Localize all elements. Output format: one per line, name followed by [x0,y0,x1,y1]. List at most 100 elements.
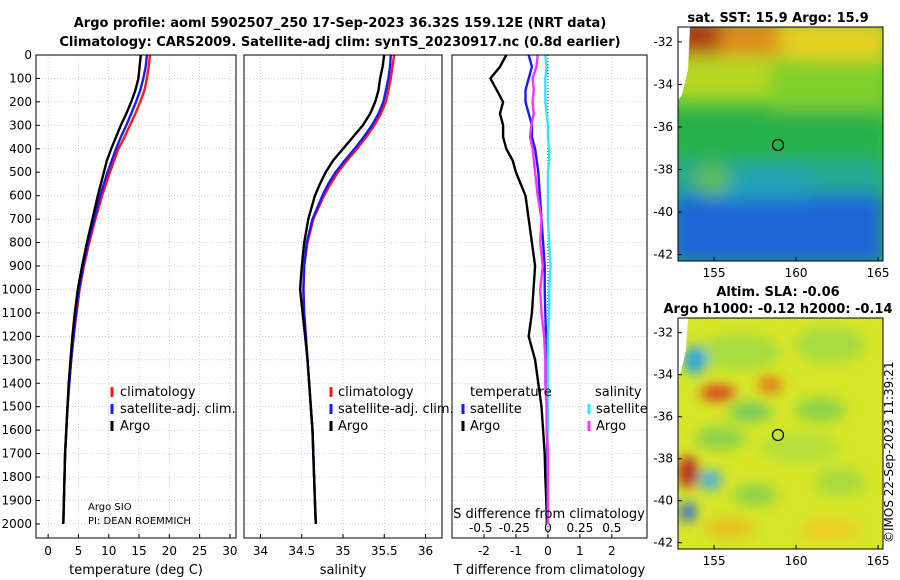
series-line-salinity-argo [528,54,550,524]
sla-lon-axis: 155 160 165 [703,545,890,568]
panel-frame [451,54,648,539]
x-tick-label: 5 [75,544,83,558]
legend-s-satellite-label: satellite [596,402,648,417]
depth-tick-label: 1100 [1,306,32,320]
annotation-pi: PI: DEAN ROEMMICH [88,516,191,527]
x-tick-label: 20 [162,544,177,558]
lat-tick-label: -32 [653,35,673,49]
depth-tick-label: 300 [9,118,32,132]
x-axis-label: salinity [320,563,367,578]
title-line1: Argo profile: aoml 5902507_250 17-Sep-20… [74,16,607,31]
imos-timestamp: ©IMOS 22-Sep-2023 11:39:21 [882,361,896,543]
panel-frame [35,54,237,539]
sst-argo-location-marker [771,138,785,152]
s-tick-label: 0 [544,521,552,535]
depth-tick-label: 1400 [1,376,32,390]
lat-tick-label: -40 [653,205,673,219]
panel-frame [243,54,443,539]
x-axis-label: temperature (deg C) [69,563,203,578]
depth-tick-label: 1300 [1,353,32,367]
lat-tick-label: -38 [653,163,673,177]
sst-lat-axis: -32 -34 -36 -38 -40 -42 [653,35,682,262]
legend-s-argo-label: Argo [596,419,626,434]
depth-tick-label: 1000 [1,282,32,296]
series-line-argo [62,54,142,524]
lat-tick-label: -36 [653,120,673,134]
depth-tick-label: 200 [9,95,32,109]
legend-satellite-label: satellite-adj. clim. [338,402,454,417]
series-line-temperature-argo [489,54,549,524]
lon-tick-label: 155 [703,554,726,568]
depth-tick-label: 1200 [1,329,32,343]
legend-t-argo-label: Argo [470,419,500,434]
sst-map-frame [677,26,884,262]
legend-argo-label: Argo [338,419,368,434]
lon-tick-label: 165 [867,554,890,568]
x-tick-label: 10 [101,544,116,558]
depth-tick-label: 800 [9,236,32,250]
s-tick-label: 0.25 [567,521,594,535]
legend-climatology-label: climatology [120,385,196,400]
x-tick-label: -1 [510,544,522,558]
legend-argo-label: Argo [120,419,150,434]
x-tick-label: 1 [576,544,584,558]
legend-temperature-header: temperature [470,385,552,400]
depth-tick-label: 1900 [1,493,32,507]
lat-tick-label: -38 [653,452,673,466]
depth-axis: 0 100 200 300 400 500 600 700 800 900 1000 1100 1200… [1,48,40,531]
x-axis-label: T difference from climatology [453,563,646,578]
depth-tick-label: 1700 [1,447,32,461]
depth-tick-label: 1500 [1,400,32,414]
difference-legend: temperature satellite Argo salinity sate… [453,385,648,522]
sst-map-title: sat. SST: 15.9 Argo: 15.9 [687,11,868,26]
x-tick-label: 34 [253,544,268,558]
x-tick-label: 35 [335,544,350,558]
lon-tick-label: 165 [867,266,890,280]
title-line2: Climatology: CARS2009. Satellite-adj cli… [59,35,620,50]
depth-tick-label: 600 [9,189,32,203]
sla-map-title1: Altim. SLA: -0.06 [716,285,839,300]
series-line-climatology [302,54,396,524]
sst-field [678,27,883,261]
lat-tick-label: -42 [653,248,673,262]
lon-tick-label: 155 [703,266,726,280]
depth-tick-label: 1600 [1,423,32,437]
sla-map-frame [677,317,884,550]
sst-lon-axis: 155 160 165 [703,257,890,280]
annotation-argo-sio: Argo SIO [88,502,132,513]
legend-satellite-label: satellite-adj. clim. [120,402,236,417]
x-tick-label: 36 [418,544,433,558]
sla-argo-location-marker [771,428,785,442]
sst-map: sat. SST: 15.9 Argo: 15.9 -32 -34 -36 -38 -4… [653,11,890,280]
lon-tick-label: 160 [785,554,808,568]
depth-tick-label: 1800 [1,470,32,484]
x-tick-label: 0 [44,544,52,558]
x-tick-label: 25 [192,544,207,558]
s-tick-label: -0.5 [469,521,492,535]
s-difference-label: S difference from climatology [453,507,645,522]
x-tick-label: 15 [131,544,146,558]
lat-tick-label: -40 [653,494,673,508]
series-line-argo [298,54,386,524]
lat-tick-label: -32 [653,326,673,340]
x-tick-label: -2 [478,544,490,558]
series-line-salinity-satellite [544,54,552,524]
depth-tick-label: 700 [9,212,32,226]
lat-tick-label: -42 [653,536,673,550]
lat-tick-label: -36 [653,410,673,424]
depth-tick-label: 0 [24,48,32,62]
salinity-legend: climatology satellite-adj. clim. Argo [329,385,454,434]
temperature-panel: 0 5 10 15 20 25 30 temperature (deg C) [35,54,238,578]
temperature-legend: climatology satellite-adj. clim. Argo Ar… [88,385,236,527]
s-tick-label: 0.5 [602,521,621,535]
sla-lat-axis: -32 -34 -36 -38 -40 -42 [653,326,682,550]
x-tick-label: 30 [222,544,237,558]
x-tick-label: 2 [608,544,616,558]
sla-map-title2: Argo h1000: -0.12 h2000: -0.14 [663,302,892,317]
lat-tick-label: -34 [653,77,673,91]
s-tick-label: -0.25 [499,521,530,535]
lat-tick-label: -34 [653,368,673,382]
lon-tick-label: 160 [785,266,808,280]
legend-t-satellite-label: satellite [470,402,522,417]
